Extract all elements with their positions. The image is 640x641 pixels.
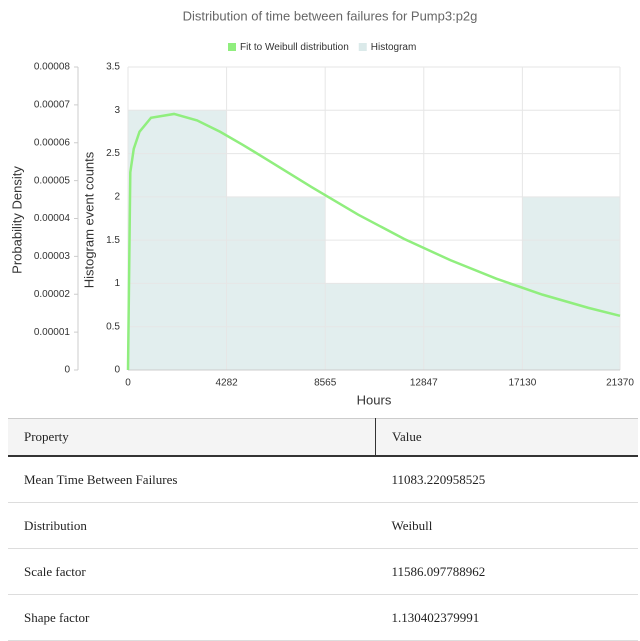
legend-label: Histogram xyxy=(371,42,417,53)
y-tick-label: 0.00002 xyxy=(34,289,71,300)
y-axis-title: Probability Density xyxy=(9,166,24,274)
table-cell: Scale factor xyxy=(8,548,376,595)
table-cell: Mean Time Between Failures xyxy=(8,456,376,503)
y2-tick-label: 2 xyxy=(114,191,120,202)
x-axis-title: Hours xyxy=(357,392,392,407)
x-tick-label: 17130 xyxy=(508,378,536,389)
chart-title: Distribution of time between failures fo… xyxy=(183,8,478,23)
y2-tick-label: 3.5 xyxy=(106,62,120,73)
y2-tick-label: 2.5 xyxy=(106,148,120,159)
x-tick-label: 21370 xyxy=(606,378,634,389)
y-tick-label: 0.00008 xyxy=(34,62,71,73)
property-table: Property Value Mean Time Between Failure… xyxy=(8,418,638,641)
table-cell: Weibull xyxy=(375,502,638,549)
y2-tick-label: 3 xyxy=(114,105,120,116)
y-tick-label: 0.00007 xyxy=(34,100,71,111)
y-tick-label: 0.00003 xyxy=(34,251,71,262)
y2-tick-label: 0.5 xyxy=(106,321,120,332)
y-tick-label: 0.00004 xyxy=(34,213,71,224)
table-row: Shape factor 1.130402379991 xyxy=(8,594,638,641)
header-cell: Property xyxy=(8,418,376,457)
legend-swatch xyxy=(228,43,236,51)
table-cell: 11083.220958525 xyxy=(375,456,638,503)
x-tick-label: 8565 xyxy=(314,378,337,389)
legend-label: Fit to Weibull distribution xyxy=(240,42,349,53)
y-tick-label: 0.00006 xyxy=(34,137,71,148)
table-cell: Distribution xyxy=(8,502,376,549)
x-tick-label: 0 xyxy=(125,378,131,389)
legend-swatch xyxy=(358,43,367,51)
table-row: Distribution Weibull xyxy=(8,502,638,549)
y-tick-label: 0.00001 xyxy=(34,327,71,338)
x-tick-label: 4282 xyxy=(215,378,238,389)
y2-tick-label: 1 xyxy=(114,278,120,289)
x-tick-label: 12847 xyxy=(410,378,438,389)
table-row: Mean Time Between Failures 11083.22095852… xyxy=(8,456,638,503)
y-tick-label: 0.00005 xyxy=(34,175,71,186)
weibull-line xyxy=(126,112,621,371)
y2-axis-title: Histogram event counts xyxy=(81,151,96,288)
table-row: Scale factor 11586.097788962 xyxy=(8,548,638,595)
header-cell: Value xyxy=(375,418,638,457)
y2-tick-label: 0 xyxy=(114,365,120,376)
y2-tick-label: 1.5 xyxy=(106,235,120,246)
chart: Distribution of time between failures fo… xyxy=(9,8,634,407)
table-cell: Shape factor xyxy=(8,594,376,641)
table-cell: 1.130402379991 xyxy=(375,594,638,641)
y-tick-label: 0 xyxy=(64,365,70,376)
table-cell: 11586.097788962 xyxy=(375,548,638,595)
